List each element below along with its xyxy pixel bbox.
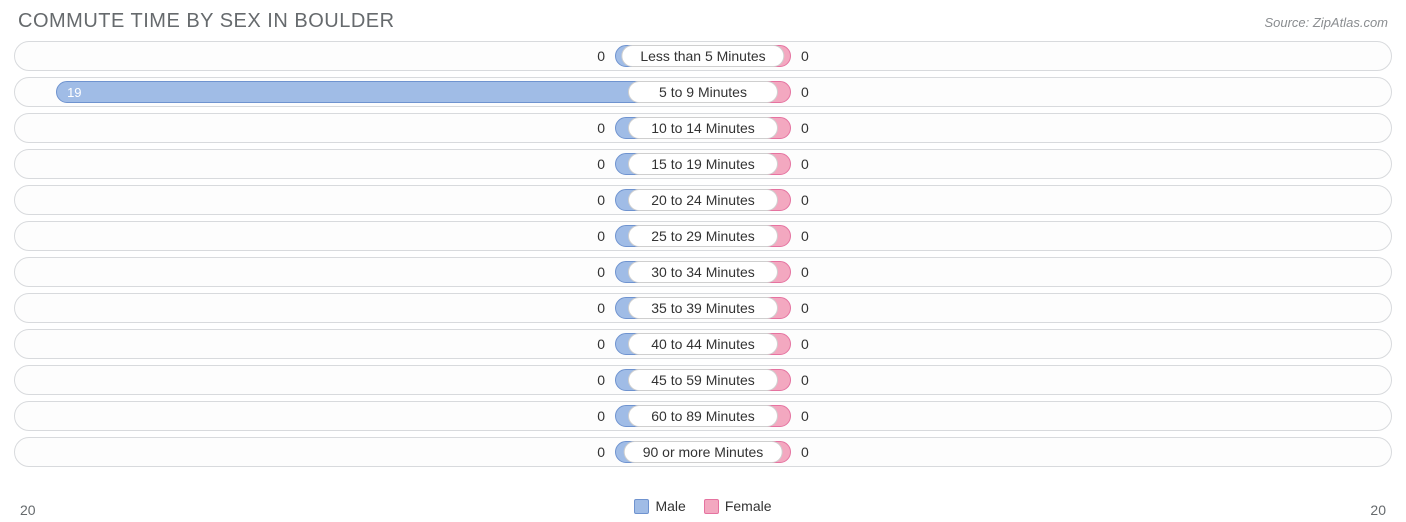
chart-footer: 20 Male Female 20: [14, 494, 1392, 518]
value-female: 0: [801, 222, 809, 250]
value-male: 0: [597, 222, 605, 250]
legend-label-male: Male: [655, 498, 685, 514]
value-female: 0: [801, 402, 809, 430]
value-male: 0: [597, 366, 605, 394]
value-female: 0: [801, 438, 809, 466]
axis-right-max: 20: [1370, 502, 1386, 518]
chart-row: 0 0 35 to 39 Minutes: [14, 293, 1392, 323]
category-label: 90 or more Minutes: [624, 441, 783, 463]
value-female: 0: [801, 330, 809, 358]
value-female: 0: [801, 186, 809, 214]
legend-label-female: Female: [725, 498, 772, 514]
value-female: 0: [801, 42, 809, 70]
value-male: 0: [597, 402, 605, 430]
chart-row: 191905 to 9 Minutes: [14, 77, 1392, 107]
category-label: 15 to 19 Minutes: [628, 153, 778, 175]
chart-rows: 00Less than 5 Minutes191905 to 9 Minutes…: [14, 41, 1392, 467]
value-male: 0: [597, 150, 605, 178]
chart-legend: Male Female: [634, 498, 771, 514]
value-male: 0: [597, 330, 605, 358]
chart-title: COMMUTE TIME BY SEX IN BOULDER: [18, 10, 395, 33]
category-label: 5 to 9 Minutes: [628, 81, 778, 103]
chart-source: Source: ZipAtlas.com: [1264, 15, 1388, 30]
bar-male: 19: [56, 81, 703, 103]
chart-row: 0 0 60 to 89 Minutes: [14, 401, 1392, 431]
legend-swatch-female: [704, 499, 719, 514]
category-label: 20 to 24 Minutes: [628, 189, 778, 211]
chart-row: 0 0 20 to 24 Minutes: [14, 185, 1392, 215]
chart-container: { "chart": { "type": "diverging-bar", "t…: [0, 0, 1406, 522]
legend-item-male: Male: [634, 498, 685, 514]
value-female: 0: [801, 258, 809, 286]
bar-male-inline-value: 19: [57, 82, 91, 102]
chart-row: 0 0 40 to 44 Minutes: [14, 329, 1392, 359]
chart-header: COMMUTE TIME BY SEX IN BOULDER Source: Z…: [14, 10, 1392, 41]
chart-row: 0 0 15 to 19 Minutes: [14, 149, 1392, 179]
legend-swatch-male: [634, 499, 649, 514]
category-label: 60 to 89 Minutes: [628, 405, 778, 427]
chart-row: 0 0 45 to 59 Minutes: [14, 365, 1392, 395]
value-male: 0: [597, 438, 605, 466]
value-female: 0: [801, 294, 809, 322]
legend-item-female: Female: [704, 498, 772, 514]
chart-row: 0 0 10 to 14 Minutes: [14, 113, 1392, 143]
value-male: 0: [597, 114, 605, 142]
value-female: 0: [801, 366, 809, 394]
axis-left-max: 20: [20, 502, 36, 518]
value-male: 0: [597, 42, 605, 70]
category-label: 45 to 59 Minutes: [628, 369, 778, 391]
value-male: 0: [597, 258, 605, 286]
value-male: 0: [597, 186, 605, 214]
category-label: 25 to 29 Minutes: [628, 225, 778, 247]
value-female: 0: [801, 114, 809, 142]
category-label: 10 to 14 Minutes: [628, 117, 778, 139]
chart-row: 0 0 Less than 5 Minutes: [14, 41, 1392, 71]
value-female: 0: [801, 150, 809, 178]
chart-row: 0 0 90 or more Minutes: [14, 437, 1392, 467]
chart-row: 0 0 25 to 29 Minutes: [14, 221, 1392, 251]
category-label: 30 to 34 Minutes: [628, 261, 778, 283]
value-female: 0: [801, 78, 809, 106]
category-label: Less than 5 Minutes: [621, 45, 784, 67]
category-label: 35 to 39 Minutes: [628, 297, 778, 319]
chart-row: 0 0 30 to 34 Minutes: [14, 257, 1392, 287]
value-male: 0: [597, 294, 605, 322]
category-label: 40 to 44 Minutes: [628, 333, 778, 355]
